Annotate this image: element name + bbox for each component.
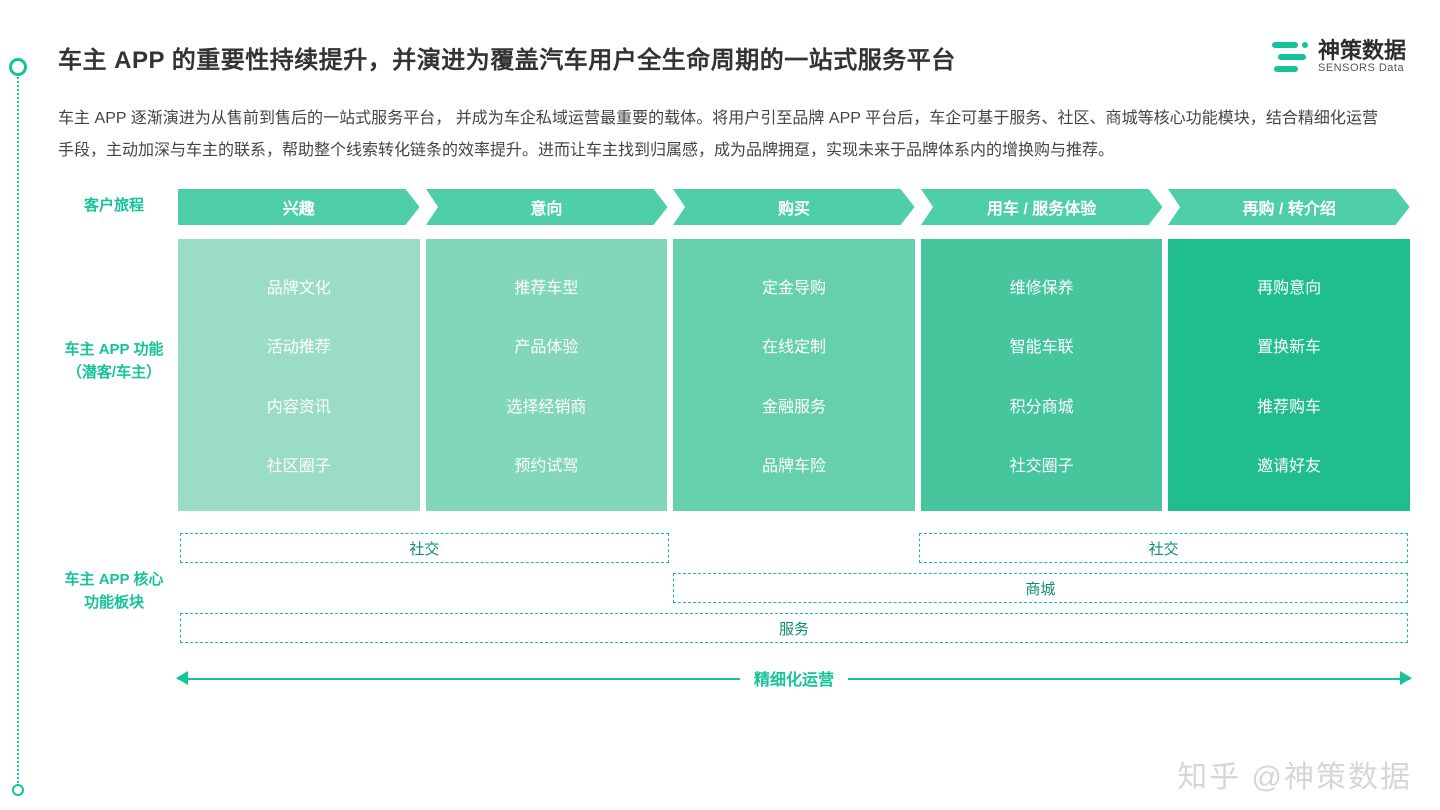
journey-stage-arrow: 意向: [426, 189, 668, 225]
feature-item: 金融服务: [762, 393, 826, 417]
bottom-axis: 精细化运营: [178, 665, 1410, 691]
journey-stage-label: 兴趣: [283, 195, 315, 219]
journey-stage-label: 意向: [530, 195, 562, 219]
feature-card: 推荐车型产品体验选择经销商预约试驾: [426, 239, 668, 511]
feature-item: 预约试驾: [514, 452, 578, 476]
feature-item: 选择经销商: [506, 393, 586, 417]
feature-item: 推荐车型: [514, 274, 578, 298]
left-dot-rail: [8, 0, 28, 810]
feature-card: 定金导购在线定制金融服务品牌车险: [673, 239, 915, 511]
module-bar: 服务: [180, 613, 1408, 643]
module-bar: 社交: [180, 533, 669, 563]
feature-item: 社区圈子: [267, 452, 331, 476]
row-label-journey: 客户旅程: [58, 195, 170, 218]
feature-item: 积分商城: [1010, 393, 1074, 417]
feature-item: 维修保养: [1010, 274, 1074, 298]
rail-dot-top: [9, 58, 27, 76]
module-bar-area: 社交社交商城服务: [178, 533, 1410, 653]
feature-item: 智能车联: [1010, 333, 1074, 357]
feature-card: 品牌文化活动推荐内容资讯社区圈子: [178, 239, 420, 511]
journey-stage-label: 用车 / 服务体验: [987, 195, 1096, 219]
journey-stage-arrow: 兴趣: [178, 189, 420, 225]
lifecycle-diagram: 客户旅程 兴趣 意向 购买 用车 / 服务体验 再购 / 转介绍 车主 APP 功能 （…: [58, 189, 1410, 691]
axis-arrow-left-icon: [176, 671, 188, 685]
feature-item: 邀请好友: [1257, 452, 1321, 476]
feature-card: 维修保养智能车联积分商城社交圈子: [921, 239, 1163, 511]
feature-item: 在线定制: [762, 333, 826, 357]
feature-item: 定金导购: [762, 274, 826, 298]
feature-item: 活动推荐: [267, 333, 331, 357]
feature-card: 再购意向置换新车推荐购车邀请好友: [1168, 239, 1410, 511]
module-bar: 商城: [673, 573, 1408, 603]
axis-arrow-right-icon: [1400, 671, 1412, 685]
journey-stage-arrow: 再购 / 转介绍: [1168, 189, 1410, 225]
feature-item: 品牌文化: [267, 274, 331, 298]
page-title: 车主 APP 的重要性持续提升，并演进为覆盖汽车用户全生命周期的一站式服务平台: [58, 40, 1410, 75]
journey-stage-arrow: 购买: [673, 189, 915, 225]
feature-item: 再购意向: [1257, 274, 1321, 298]
axis-label: 精细化运营: [740, 666, 848, 690]
feature-item: 社交圈子: [1010, 452, 1074, 476]
feature-item: 置换新车: [1257, 333, 1321, 357]
feature-card-row: 品牌文化活动推荐内容资讯社区圈子推荐车型产品体验选择经销商预约试驾定金导购在线定…: [178, 239, 1410, 511]
page-description: 车主 APP 逐渐演进为从售前到售后的一站式服务平台， 并成为车企私域运营最重要…: [58, 103, 1378, 167]
feature-item: 推荐购车: [1257, 393, 1321, 417]
feature-item: 品牌车险: [762, 452, 826, 476]
rail-dot-bottom: [12, 784, 24, 796]
journey-arrow-row: 兴趣 意向 购买 用车 / 服务体验 再购 / 转介绍: [178, 189, 1410, 225]
journey-stage-label: 购买: [778, 195, 810, 219]
journey-stage-label: 再购 / 转介绍: [1243, 195, 1336, 219]
row-label-features: 车主 APP 功能 （潜客/车主）: [58, 339, 170, 384]
row-label-modules: 车主 APP 核心 功能板块: [58, 569, 170, 614]
module-bar: 社交: [919, 533, 1408, 563]
feature-item: 产品体验: [514, 333, 578, 357]
journey-stage-arrow: 用车 / 服务体验: [921, 189, 1163, 225]
feature-item: 内容资讯: [267, 393, 331, 417]
